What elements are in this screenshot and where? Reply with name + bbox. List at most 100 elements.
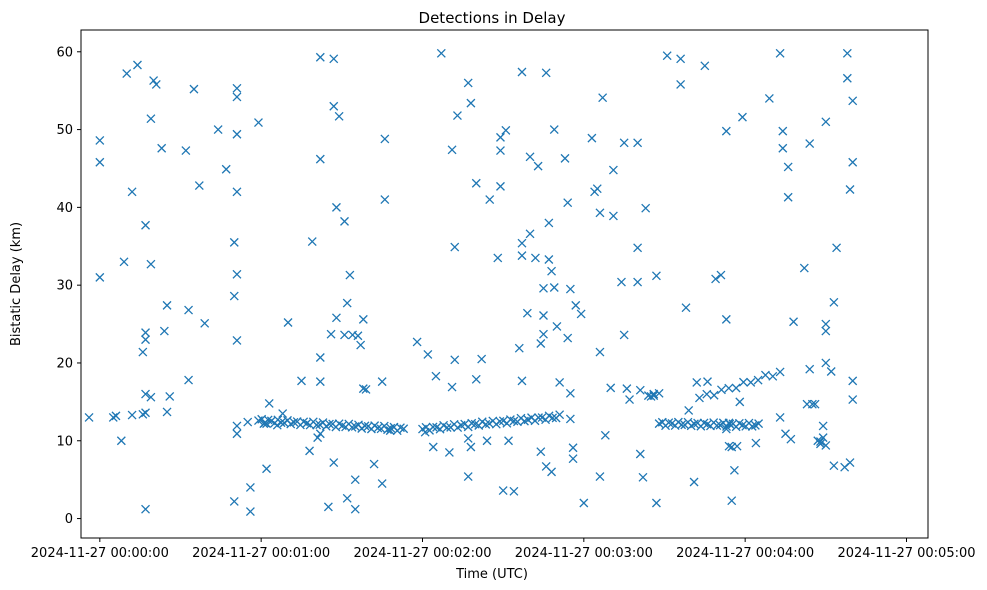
x-tick-label: 2024-11-27 00:02:00 — [353, 546, 491, 561]
x-tick-label: 2024-11-27 00:05:00 — [837, 546, 975, 561]
data-point — [329, 54, 339, 64]
data-point — [146, 259, 156, 269]
data-point — [716, 270, 726, 280]
x-tick-label: 2024-11-27 00:01:00 — [192, 546, 330, 561]
data-point — [805, 139, 815, 149]
data-point — [157, 143, 167, 153]
data-point — [721, 126, 731, 136]
data-point — [732, 441, 742, 451]
data-point — [775, 48, 785, 58]
data-point — [534, 413, 543, 423]
data-point — [692, 377, 702, 387]
data-point — [324, 419, 334, 429]
data-point — [345, 270, 355, 280]
data-point — [221, 164, 231, 174]
data-point — [619, 138, 629, 148]
data-point — [549, 125, 559, 135]
data-point — [127, 187, 137, 197]
data-point — [315, 154, 325, 164]
data-point — [504, 436, 513, 446]
data-point — [358, 384, 368, 394]
data-point — [709, 390, 719, 400]
x-tick-label: 2024-11-27 00:00:00 — [31, 546, 169, 561]
data-point — [536, 339, 546, 348]
data-point — [482, 436, 492, 446]
data-point — [360, 421, 370, 431]
data-point — [399, 424, 409, 434]
data-point — [477, 354, 487, 364]
data-point — [568, 454, 578, 464]
data-point — [703, 377, 712, 387]
data-point — [111, 411, 121, 421]
data-point — [450, 355, 460, 365]
data-point — [606, 383, 616, 393]
data-point — [122, 69, 132, 79]
data-point — [539, 283, 548, 293]
data-point — [189, 84, 199, 94]
data-point — [323, 502, 333, 512]
data-point — [305, 446, 315, 456]
data-point — [702, 389, 712, 399]
y-tick-label: 10 — [56, 434, 73, 449]
data-point — [450, 242, 460, 252]
data-point — [724, 441, 734, 451]
data-point — [654, 388, 664, 398]
data-point — [649, 391, 659, 401]
data-point — [436, 48, 446, 58]
data-point — [539, 311, 548, 320]
data-point — [552, 321, 562, 331]
data-point — [684, 405, 694, 415]
data-point — [662, 51, 672, 61]
x-axis-ticks: 2024-11-27 00:00:00 2024-11-27 00:01:00 20… — [31, 538, 976, 561]
data-point — [315, 377, 325, 387]
data-point — [232, 335, 242, 345]
data-point — [380, 134, 390, 144]
y-tick-label: 50 — [56, 123, 73, 138]
data-point — [568, 443, 578, 453]
data-point — [539, 329, 548, 339]
data-point — [818, 421, 828, 431]
data-point — [229, 496, 239, 506]
data-point — [447, 382, 457, 392]
data-point — [783, 162, 793, 172]
data-point — [517, 67, 527, 77]
data-point — [635, 449, 645, 459]
data-point — [514, 343, 524, 353]
data-point — [821, 117, 831, 127]
data-point — [428, 442, 438, 452]
data-point — [84, 412, 94, 422]
data-point — [694, 393, 704, 403]
data-point — [805, 364, 815, 374]
data-point — [229, 291, 239, 301]
data-point — [842, 73, 852, 83]
data-point — [729, 465, 739, 475]
data-point — [263, 415, 273, 425]
data-point — [466, 98, 476, 108]
data-point — [471, 178, 481, 188]
data-point — [845, 185, 855, 194]
data-point — [563, 198, 573, 208]
data-point — [350, 504, 360, 514]
data-point — [138, 409, 148, 419]
data-point — [423, 349, 433, 359]
data-point — [162, 407, 172, 417]
data-point — [547, 467, 557, 477]
data-point — [347, 422, 357, 432]
data-point — [213, 125, 223, 135]
data-point — [146, 114, 156, 124]
data-point — [738, 112, 747, 122]
data-point — [778, 143, 788, 153]
data-point — [313, 433, 323, 443]
data-point — [232, 421, 242, 431]
data-point — [565, 388, 575, 398]
data-point — [141, 220, 150, 230]
data-point — [95, 157, 105, 167]
data-point — [821, 319, 831, 329]
data-point — [517, 376, 527, 386]
y-tick-label: 30 — [56, 279, 73, 294]
x-tick-label: 2024-11-27 00:04:00 — [676, 546, 814, 561]
data-point — [340, 216, 349, 226]
data-point — [536, 447, 546, 457]
data-point — [184, 375, 194, 385]
